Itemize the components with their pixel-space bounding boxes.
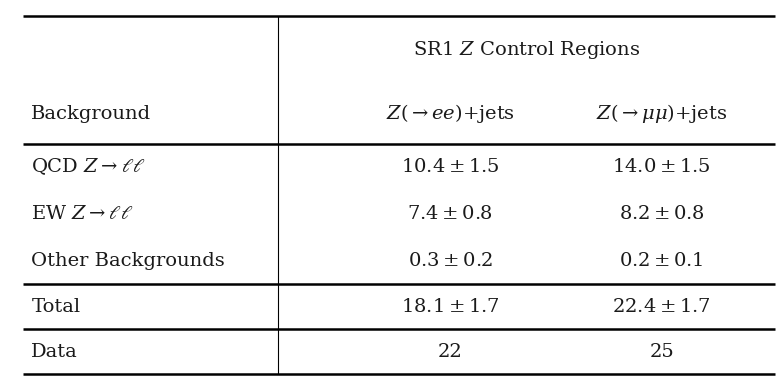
Text: QCD $Z \rightarrow \ell\ell$: QCD $Z \rightarrow \ell\ell$: [31, 157, 146, 177]
Text: Total: Total: [31, 298, 81, 316]
Text: $14.0 \pm 1.5$: $14.0 \pm 1.5$: [612, 158, 711, 176]
Text: Data: Data: [31, 343, 78, 361]
Text: $0.2 \pm 0.1$: $0.2 \pm 0.1$: [619, 252, 704, 270]
Text: EW $Z \rightarrow \ell\ell$: EW $Z \rightarrow \ell\ell$: [31, 205, 134, 223]
Text: $Z(\rightarrow ee)$+jets: $Z(\rightarrow ee)$+jets: [386, 102, 514, 125]
Text: 22: 22: [438, 343, 463, 361]
Text: $7.4 \pm 0.8$: $7.4 \pm 0.8$: [407, 205, 493, 223]
Text: Background: Background: [31, 105, 151, 123]
Text: $10.4 \pm 1.5$: $10.4 \pm 1.5$: [401, 158, 500, 176]
Text: Other Backgrounds: Other Backgrounds: [31, 252, 225, 270]
Text: 25: 25: [649, 343, 674, 361]
Text: $Z(\rightarrow \mu\mu)$+jets: $Z(\rightarrow \mu\mu)$+jets: [596, 102, 727, 125]
Text: $18.1 \pm 1.7$: $18.1 \pm 1.7$: [401, 298, 500, 316]
Text: SR1 $Z$ Control Regions: SR1 $Z$ Control Regions: [413, 39, 640, 61]
Text: $22.4 \pm 1.7$: $22.4 \pm 1.7$: [612, 298, 711, 316]
Text: $0.3 \pm 0.2$: $0.3 \pm 0.2$: [407, 252, 493, 270]
Text: $8.2 \pm 0.8$: $8.2 \pm 0.8$: [619, 205, 704, 223]
